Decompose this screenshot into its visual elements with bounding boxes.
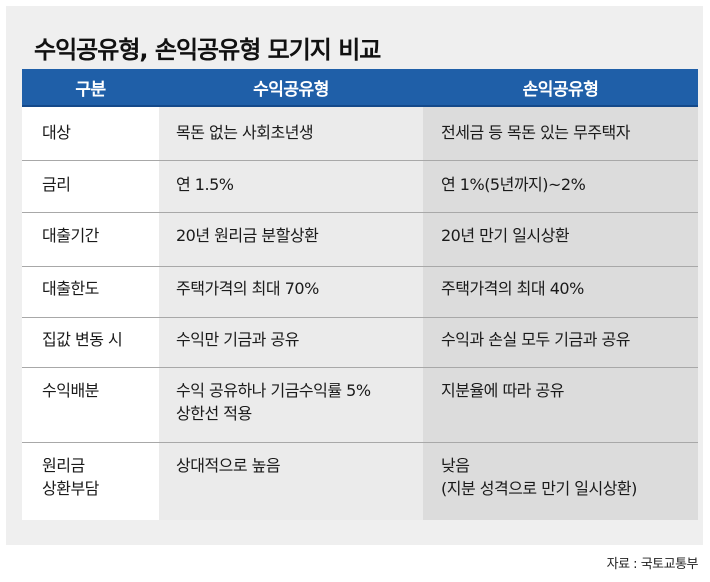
header-category: 구분 [22, 69, 159, 107]
row-profit-sharing: 연 1.5% [159, 161, 423, 212]
row-profit-loss-sharing: 전세금 등 목돈 있는 무주택자 [423, 107, 698, 160]
table-title: 수익공유형, 손익공유형 모기지 비교 [34, 36, 381, 64]
table-row: 원리금 상환부담 상대적으로 높음 낮음 (지분 성격으로 만기 일시상환) [22, 443, 698, 520]
row-category: 집값 변동 시 [22, 318, 159, 367]
row-profit-sharing: 수익 공유하나 기금수익률 5% 상한선 적용 [159, 368, 423, 442]
source-credit: 자료 : 국토교통부 [606, 557, 699, 572]
table-row: 수익배분 수익 공유하나 기금수익률 5% 상한선 적용 지분율에 따라 공유 [22, 368, 698, 443]
row-profit-sharing: 수익만 기금과 공유 [159, 318, 423, 367]
row-profit-sharing: 주택가격의 최대 70% [159, 267, 423, 317]
row-profit-loss-sharing: 지분율에 따라 공유 [423, 368, 698, 442]
table-row: 금리 연 1.5% 연 1%(5년까지)~2% [22, 161, 698, 213]
row-profit-sharing: 20년 원리금 분할상환 [159, 213, 423, 266]
row-category: 대상 [22, 107, 159, 160]
row-category: 대출기간 [22, 213, 159, 266]
row-profit-loss-sharing: 주택가격의 최대 40% [423, 267, 698, 317]
row-category: 대출한도 [22, 267, 159, 317]
comparison-table: 구분 수익공유형 손익공유형 대상 목돈 없는 사회초년생 전세금 등 목돈 있… [22, 69, 698, 520]
row-profit-loss-sharing: 20년 만기 일시상환 [423, 213, 698, 266]
table-row: 대출한도 주택가격의 최대 70% 주택가격의 최대 40% [22, 267, 698, 318]
row-profit-sharing: 목돈 없는 사회초년생 [159, 107, 423, 160]
table-row: 집값 변동 시 수익만 기금과 공유 수익과 손실 모두 기금과 공유 [22, 318, 698, 368]
row-profit-loss-sharing: 낮음 (지분 성격으로 만기 일시상환) [423, 443, 698, 520]
row-profit-loss-sharing: 연 1%(5년까지)~2% [423, 161, 698, 212]
header-profit-loss-sharing: 손익공유형 [423, 69, 698, 107]
row-category: 수익배분 [22, 368, 159, 442]
row-profit-loss-sharing: 수익과 손실 모두 기금과 공유 [423, 318, 698, 367]
row-category: 금리 [22, 161, 159, 212]
row-category: 원리금 상환부담 [22, 443, 159, 520]
table-row: 대상 목돈 없는 사회초년생 전세금 등 목돈 있는 무주택자 [22, 107, 698, 161]
row-profit-sharing: 상대적으로 높음 [159, 443, 423, 520]
header-profit-sharing: 수익공유형 [159, 69, 423, 107]
table-row: 대출기간 20년 원리금 분할상환 20년 만기 일시상환 [22, 213, 698, 267]
